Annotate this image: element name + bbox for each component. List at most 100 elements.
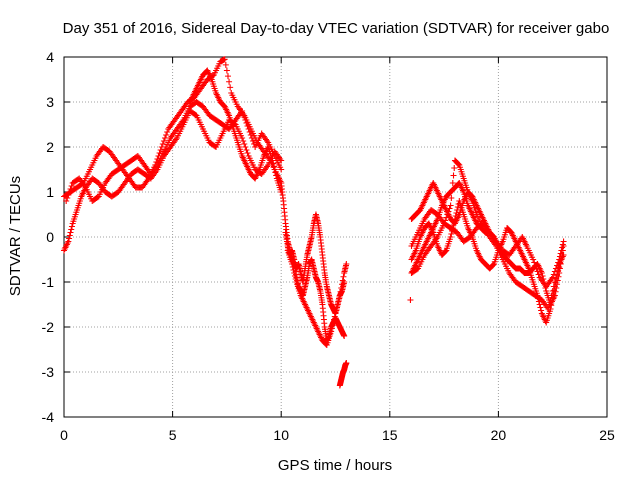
data-marker-track-7-1-2 (290, 267, 297, 273)
data-marker-track-3-0-5 (68, 183, 75, 189)
data-point-track-3-27 (239, 108, 246, 114)
y-axis-label: SDTVAR / TECUs (7, 176, 24, 296)
data-marker-track-3-28-4 (249, 138, 256, 144)
data-marker-track-2-1-2 (66, 232, 73, 239)
data-marker-track-1-25-2 (223, 67, 230, 74)
data-marker-track-10-29-4 (537, 304, 544, 311)
data-marker-track-11-5-2 (443, 214, 450, 221)
data-marker-track-2-1-3 (67, 229, 74, 236)
x-tick-label-1: 5 (169, 427, 177, 443)
data-marker-track-10-18-5 (490, 261, 497, 268)
data-marker-track-11-23-4 (549, 288, 556, 294)
data-marker-track-3-27-4 (243, 120, 250, 126)
data-marker-track-10-9-1 (448, 231, 455, 237)
data-marker-track-1-15-4 (163, 132, 170, 138)
data-marker-track-10-29-3 (536, 301, 543, 308)
y-tick-label-6: 2 (46, 139, 54, 155)
data-marker-track-12-23-1 (556, 253, 563, 260)
data-marker-track-1-15-5 (164, 129, 171, 135)
data-marker-track-1-25-3 (224, 73, 231, 80)
data-marker-track-7-1-5 (292, 276, 299, 282)
x-tick-label-3: 15 (382, 427, 398, 443)
data-marker-track-11-5-3 (444, 211, 451, 218)
data-marker-track-3-27-5 (244, 123, 251, 129)
data-marker-track-7-11-2 (333, 304, 340, 311)
data-marker-track-11-23-1 (546, 301, 553, 308)
data-marker-track-12-22-2 (551, 268, 558, 275)
series-track-8 (336, 360, 350, 389)
data-marker-track-4-19-4 (272, 169, 279, 176)
data-point-track-3-0 (63, 198, 70, 204)
data-point-track-12-24 (560, 238, 567, 245)
data-marker-track-3-0-2 (65, 192, 72, 198)
data-marker-track-3-0-3 (66, 189, 73, 195)
data-marker-track-1-15-1 (159, 141, 166, 147)
data-marker-track-1-15-2 (160, 138, 167, 144)
data-marker-track-12-22-3 (552, 265, 559, 272)
data-marker-track-7-11-1 (333, 307, 340, 314)
data-marker-track-11-6-1 (448, 195, 455, 201)
data-points (61, 56, 567, 389)
data-point-track-6-27 (341, 333, 348, 339)
data-marker-track-10-10-2 (453, 210, 460, 216)
data-point-track-13-17 (482, 229, 489, 236)
data-marker-track-7-10-5 (331, 313, 338, 320)
series-track-7 (284, 247, 350, 348)
x-tick-label-4: 20 (491, 427, 507, 443)
data-point-track-2-1 (65, 238, 72, 245)
data-point-track-11-6 (447, 202, 454, 209)
y-tick-label-4: 0 (46, 229, 54, 245)
data-marker-track-7-12-2 (338, 285, 345, 291)
data-marker-track-11-7-5 (455, 161, 462, 168)
data-point-track-3-28 (245, 126, 252, 132)
data-marker-track-7-1-1 (289, 264, 296, 270)
data-point-track-12-19 (530, 256, 537, 263)
data-marker-track-7-10-2 (329, 322, 336, 329)
data-marker-track-4-19-3 (271, 166, 278, 173)
chart-title: Day 351 of 2016, Sidereal Day-to-day VTE… (63, 20, 610, 37)
series-track-3 (63, 99, 285, 204)
y-tick-label-3: -1 (42, 274, 55, 290)
series-track-14 (407, 297, 414, 303)
data-marker-track-2-1-1 (66, 235, 73, 242)
data-marker-track-7-11-4 (335, 298, 342, 305)
data-marker-track-12-23-2 (557, 250, 564, 257)
data-marker-track-7-11-3 (334, 301, 341, 308)
data-marker-track-11-5-5 (446, 205, 453, 212)
data-marker-track-2-1-5 (68, 223, 75, 230)
data-marker-track-12-19-2 (532, 262, 539, 269)
data-marker-track-2-29-4 (243, 147, 250, 153)
data-marker-track-3-27-3 (242, 117, 249, 123)
y-tick-label-7: 3 (46, 94, 54, 110)
data-point-track-9-30 (538, 270, 545, 276)
data-marker-track-7-1-4 (291, 273, 298, 279)
data-marker-track-11-23-2 (547, 297, 554, 303)
data-point-track-10-10 (451, 216, 458, 222)
data-marker-track-2-29-2 (241, 141, 248, 147)
data-marker-track-4-19-2 (270, 163, 277, 170)
data-marker-track-3-28-2 (247, 132, 254, 138)
data-point-track-7-11 (332, 310, 339, 317)
axis-tick-labels: 0 5 10 15 20 25 -4 -3 -2 -1 0 1 2 3 4 (42, 49, 615, 443)
data-point-track-12-23 (556, 256, 563, 263)
data-marker-track-1-25-5 (227, 84, 234, 91)
data-marker-track-12-19-5 (535, 271, 542, 278)
data-marker-track-10-9-5 (451, 219, 458, 225)
y-tick-label-5: 1 (46, 184, 54, 200)
data-marker-track-7-12-3 (339, 281, 346, 288)
data-marker-track-11-23-5 (550, 283, 557, 290)
data-marker-track-10-7-5 (442, 248, 449, 255)
series-track-4 (186, 67, 285, 195)
data-marker-track-2-29-5 (244, 150, 251, 156)
series-track-13 (408, 180, 489, 276)
y-tick-label-2: -2 (42, 319, 55, 335)
data-point-track-11-23 (545, 306, 552, 312)
data-marker-track-7-1-3 (291, 270, 298, 276)
data-marker-track-7-10-1 (328, 325, 335, 332)
data-marker-track-13-16-5 (481, 228, 488, 235)
data-point-track-7-14 (343, 261, 350, 267)
data-marker-track-2-29-3 (242, 144, 249, 150)
data-marker-track-12-23-5 (559, 241, 566, 248)
data-marker-track-11-5-4 (445, 208, 452, 215)
